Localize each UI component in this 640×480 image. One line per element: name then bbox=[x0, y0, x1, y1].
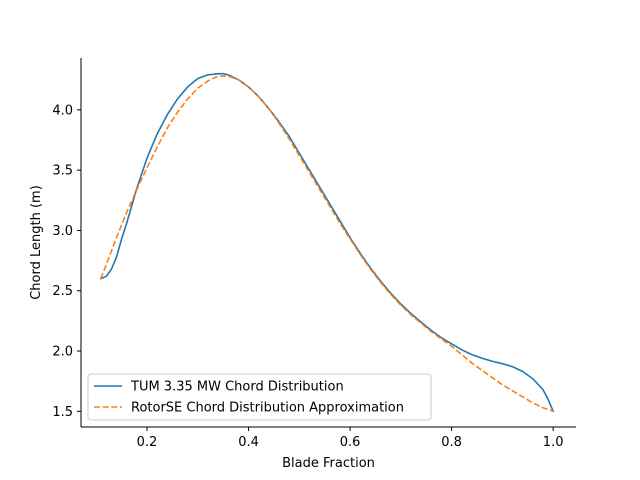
x-tick-label: 0.4 bbox=[238, 435, 259, 450]
x-tick-label: 0.8 bbox=[441, 435, 462, 450]
x-tick-label: 1.0 bbox=[543, 435, 564, 450]
y-tick-label: 3.0 bbox=[52, 224, 73, 239]
y-tick-label: 2.0 bbox=[52, 345, 73, 360]
y-tick-label: 1.5 bbox=[52, 405, 73, 420]
x-axis-label: Blade Fraction bbox=[282, 456, 375, 471]
y-axis-label: Chord Length (m) bbox=[29, 185, 44, 300]
y-tick-label: 2.5 bbox=[52, 284, 73, 299]
x-tick-label: 0.2 bbox=[137, 435, 158, 450]
legend-label-tum: TUM 3.35 MW Chord Distribution bbox=[130, 380, 344, 395]
legend: TUM 3.35 MW Chord Distribution RotorSE C… bbox=[87, 373, 432, 421]
series-line-rotorse bbox=[100, 75, 554, 413]
series-layer bbox=[100, 72, 554, 413]
series-line-tum bbox=[100, 72, 554, 413]
x-ticks: 0.2 0.4 0.6 0.8 1.0 bbox=[137, 427, 564, 450]
y-tick-label: 3.5 bbox=[52, 164, 73, 179]
y-tick-label: 4.0 bbox=[52, 103, 73, 118]
x-tick-label: 0.6 bbox=[340, 435, 361, 450]
legend-box bbox=[87, 373, 432, 421]
legend-label-rotorse: RotorSE Chord Distribution Approximation bbox=[131, 401, 404, 416]
y-ticks: 1.5 2.0 2.5 3.0 3.5 4.0 bbox=[52, 103, 81, 420]
